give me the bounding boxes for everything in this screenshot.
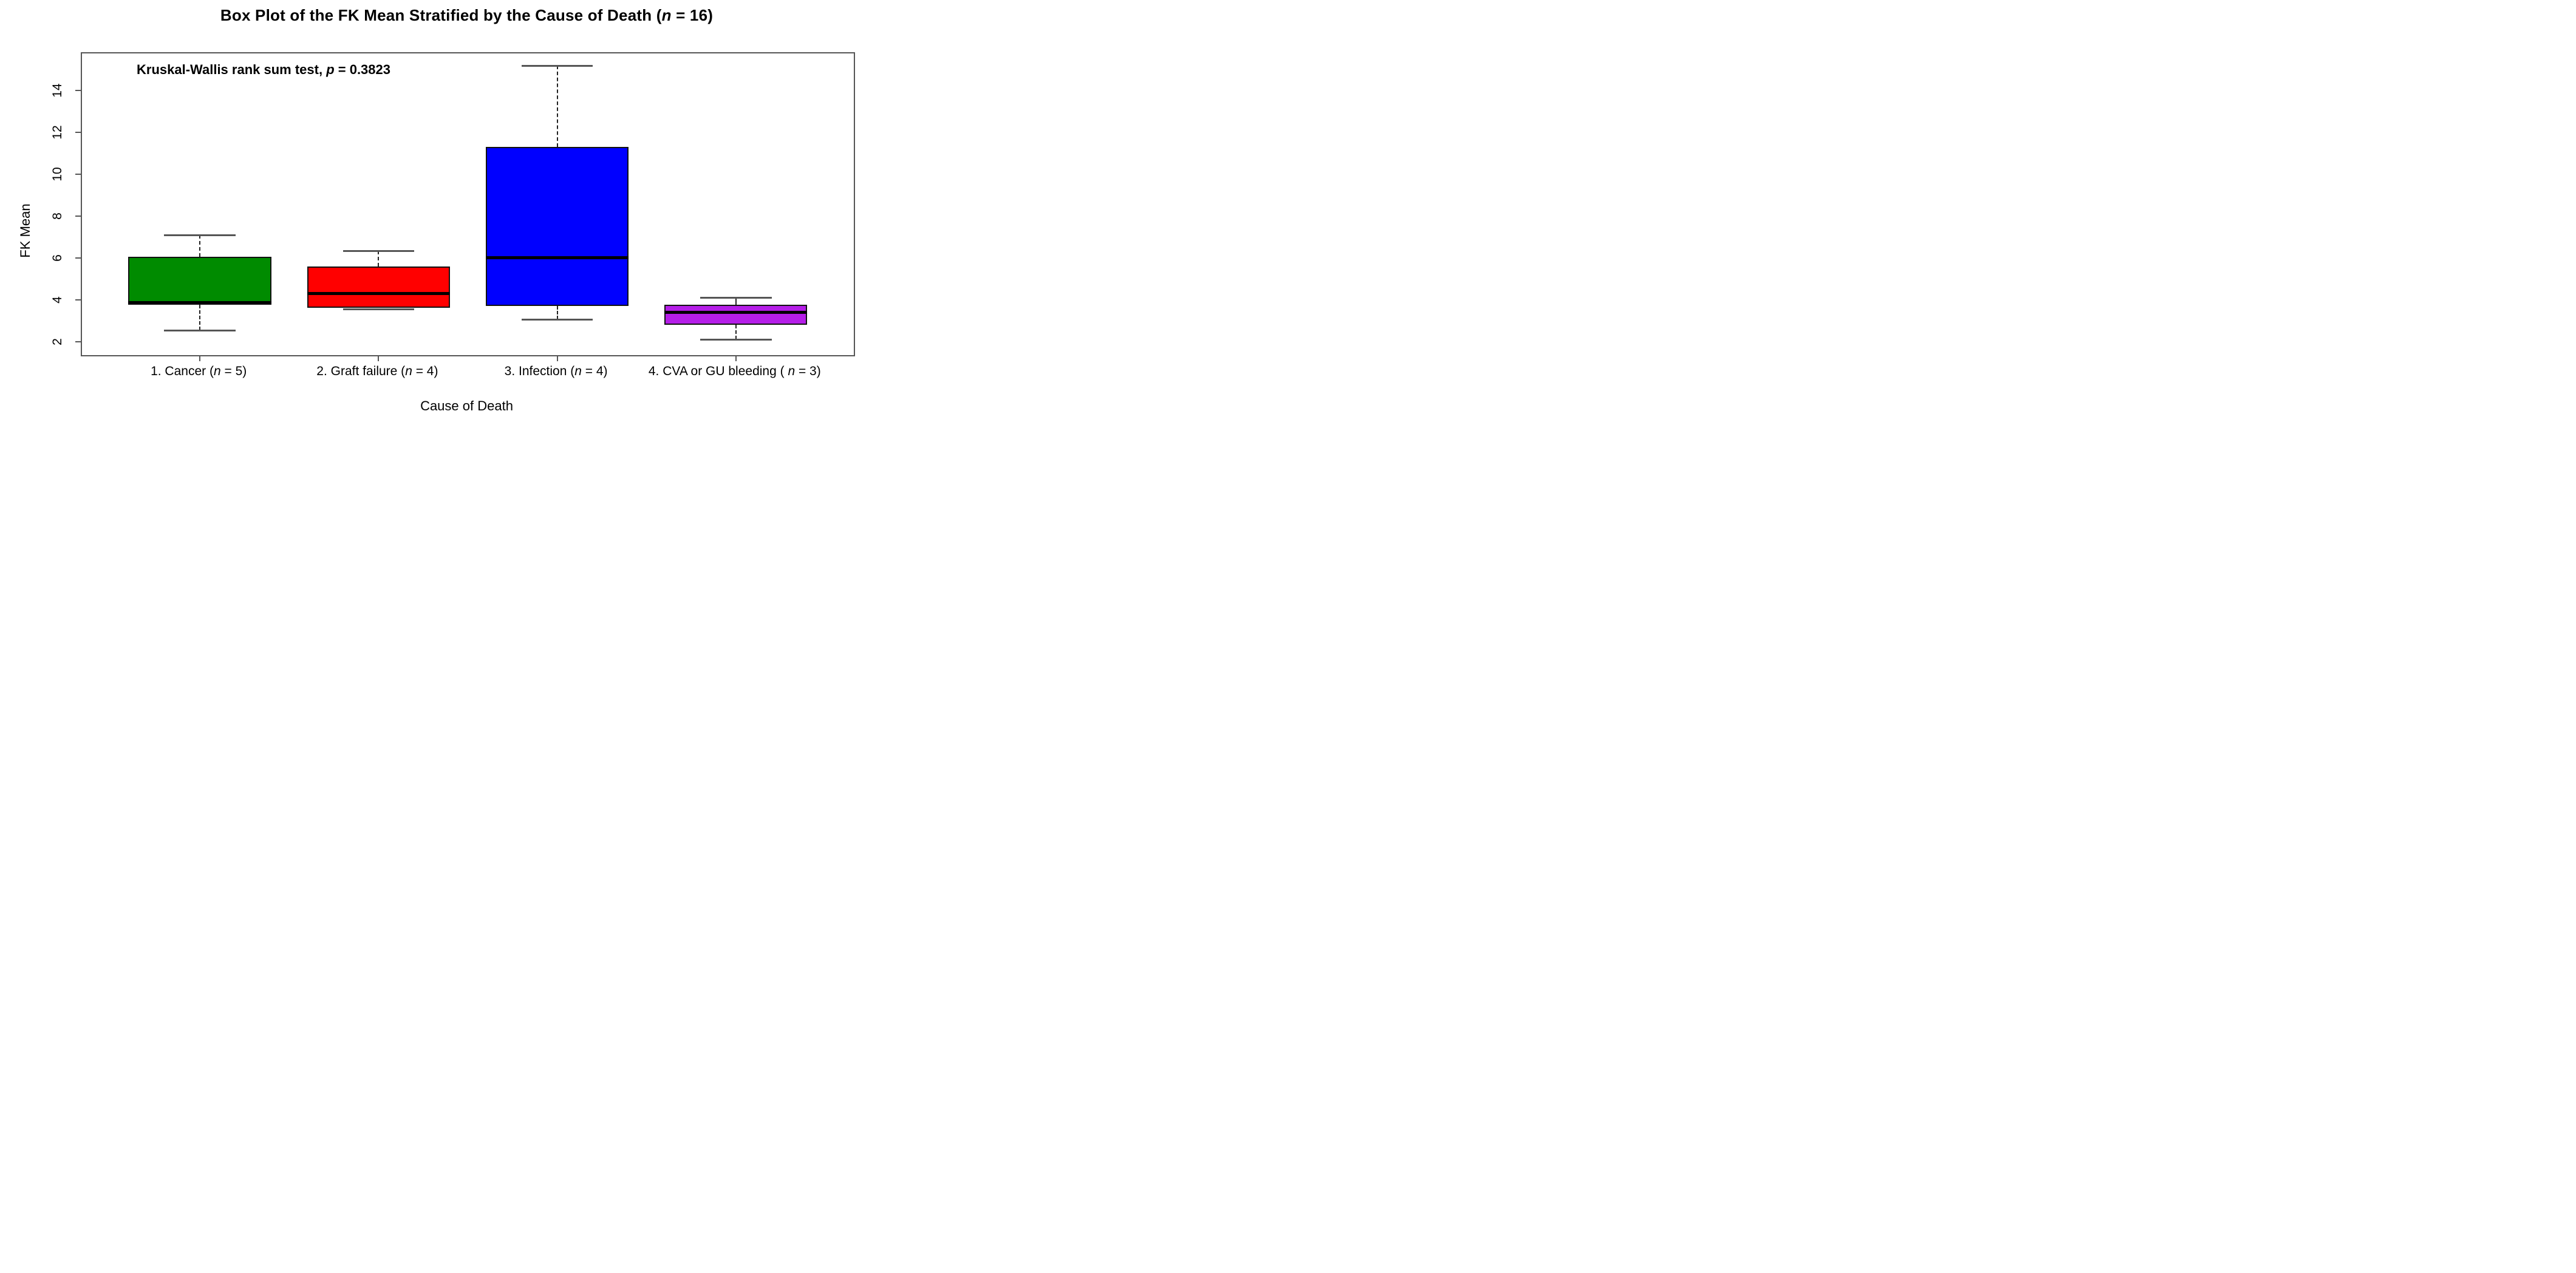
upper-whisker-cap-group-3 [521,64,593,67]
x-axis-tick-group-1 [199,355,201,361]
y-axis-tick-label-6: 6 [50,254,64,262]
upper-whisker-group-1 [199,234,201,257]
lower-whisker-group-4 [735,325,737,340]
x-axis-tick-group-4 [735,355,737,361]
italic-symbol: p [326,62,335,77]
box-group-2 [307,266,451,308]
upper-whisker-group-2 [378,250,380,266]
y-axis-tick-6 [75,257,82,259]
x-category-label-group-4: 4. CVA or GU bleeding ( n = 3) [648,364,821,378]
y-axis-tick-4 [75,299,82,300]
box-group-4 [664,305,808,325]
median-line-group-3 [485,256,629,260]
x-category-label-group-2: 2. Graft failure (n = 4) [316,364,438,378]
lower-whisker-cap-group-3 [521,319,593,321]
x-axis-tick-group-2 [378,355,380,361]
x-axis-tick-group-3 [556,355,558,361]
y-axis-tick-10 [75,174,82,175]
median-line-group-2 [307,291,451,295]
y-axis-tick-12 [75,132,82,134]
x-category-label-group-3: 3. Infection (n = 4) [504,364,608,378]
y-axis-tick-14 [75,90,82,92]
box-group-1 [128,257,271,305]
lower-whisker-group-3 [556,306,558,320]
y-axis-tick-8 [75,215,82,217]
italic-symbol: n [405,364,412,378]
lower-whisker-cap-group-2 [342,308,415,311]
boxplot-chart: Box Plot of the FK Mean Stratified by th… [0,0,859,424]
box-group-3 [485,147,629,307]
upper-whisker-cap-group-2 [342,250,415,252]
y-axis-tick-label-10: 10 [50,167,64,182]
y-axis-title: FK Mean [18,203,33,258]
plot-area: Kruskal-Wallis rank sum test, p = 0.3823… [50,52,855,361]
upper-whisker-group-4 [735,297,737,305]
chart-title: Box Plot of the FK Mean Stratified by th… [220,6,714,24]
y-axis-tick-label-2: 2 [50,338,64,345]
y-axis-tick-label-8: 8 [50,212,64,220]
italic-symbol: n [574,364,582,378]
upper-whisker-group-3 [556,65,558,148]
lower-whisker-cap-group-4 [700,339,772,341]
y-axis-tick-label-12: 12 [50,125,64,140]
upper-whisker-cap-group-1 [164,234,236,236]
x-axis-title: Cause of Death [420,398,513,413]
upper-whisker-cap-group-4 [700,297,772,299]
italic-symbol: n [213,364,221,378]
lower-whisker-group-1 [199,305,201,330]
median-line-group-1 [128,301,271,305]
y-axis-tick-label-4: 4 [50,296,64,304]
italic-symbol: n [661,6,672,24]
median-line-group-4 [664,310,808,314]
italic-symbol: n [788,364,796,378]
y-axis-tick-label-14: 14 [50,83,64,98]
lower-whisker-cap-group-1 [164,329,236,331]
x-category-label-group-1: 1. Cancer (n = 5) [151,364,247,378]
y-axis-tick-2 [75,341,82,342]
kruskal-wallis-annotation: Kruskal-Wallis rank sum test, p = 0.3823 [137,62,391,77]
